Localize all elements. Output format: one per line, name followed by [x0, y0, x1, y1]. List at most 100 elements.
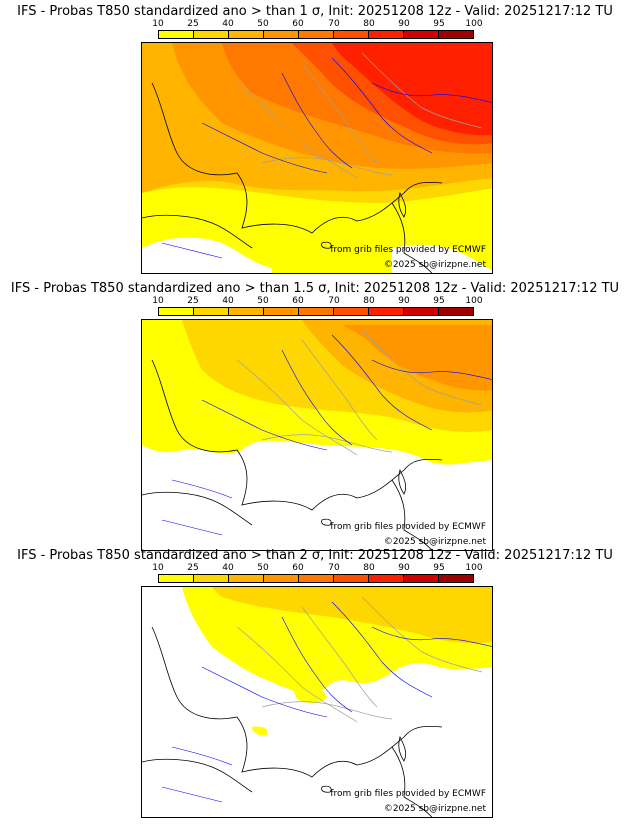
colorbar-cell [229, 575, 264, 582]
river-line [171, 746, 233, 766]
copyright-credit: ©2025 sb@irizpne.net [383, 260, 486, 270]
panel-1-5sigma: IFS - Probas T850 standardized ano > tha… [0, 281, 630, 553]
river-line [281, 72, 353, 169]
tick-label: 25 [187, 19, 199, 29]
coastline [142, 491, 253, 526]
colorbar-cell [229, 308, 264, 315]
colorbar-cell [369, 575, 404, 582]
tick-label: 25 [187, 296, 199, 306]
provider-credit: from grib files provided by ECMWF [330, 245, 486, 255]
tick-label: 60 [292, 296, 304, 306]
colorbar-cell [369, 31, 404, 38]
border-line [301, 606, 378, 708]
colorbar-cell [299, 308, 334, 315]
river-line [201, 666, 328, 718]
coastline [151, 359, 443, 511]
tick-label: 40 [222, 563, 234, 573]
colorbar-cell [264, 308, 299, 315]
tick-label: 95 [433, 296, 445, 306]
river-line [331, 57, 433, 154]
river-line [331, 601, 433, 698]
tick-label: 90 [398, 563, 410, 573]
colorbar-cell [299, 575, 334, 582]
colorbar-cell [159, 31, 194, 38]
tick-label: 50 [257, 563, 269, 573]
probability-area [292, 685, 327, 704]
tick-label: 40 [222, 296, 234, 306]
tick-label: 40 [222, 19, 234, 29]
coastline [321, 241, 332, 249]
colorbar-cell [194, 575, 229, 582]
panel-1sigma: IFS - Probas T850 standardized ano > tha… [0, 4, 630, 276]
coastline [398, 468, 407, 495]
river-line [161, 519, 223, 536]
colorbar-cell [439, 575, 473, 582]
river-line [201, 399, 328, 451]
copyright-credit: ©2025 sb@irizpne.net [383, 537, 486, 547]
probability-map: from grib files provided by ECMWF ©2025 … [141, 319, 493, 551]
border-line [361, 52, 483, 129]
colorbar [158, 307, 474, 316]
river-line [331, 334, 433, 431]
colorbar-cell [299, 31, 334, 38]
coastline [321, 785, 332, 793]
coastline [142, 758, 253, 793]
river-line [371, 82, 492, 103]
colorbar-cell [194, 308, 229, 315]
probability-area [392, 244, 492, 273]
tick-label: 90 [398, 296, 410, 306]
tick-label: 70 [328, 19, 340, 29]
border-line [301, 62, 378, 164]
colorbar-cell [404, 31, 439, 38]
tick-label: 25 [187, 563, 199, 573]
probability-area [212, 587, 492, 644]
probability-area [332, 43, 492, 136]
coastline [151, 82, 443, 234]
tick-label: 10 [152, 296, 164, 306]
colorbar-cell [264, 575, 299, 582]
colorbar-cell [439, 308, 473, 315]
tick-label: 100 [465, 563, 483, 573]
probability-area [342, 325, 492, 391]
border-line [301, 339, 378, 441]
panel-title: IFS - Probas T850 standardized ano > tha… [10, 281, 620, 296]
colorbar-cell [334, 31, 369, 38]
colorbar-cell [404, 308, 439, 315]
map-svg [142, 320, 492, 550]
river-line [161, 242, 223, 259]
panel-2sigma: IFS - Probas T850 standardized ano > tha… [0, 548, 630, 820]
colorbar-cell [264, 31, 299, 38]
tick-label: 50 [257, 19, 269, 29]
river-line [281, 616, 353, 713]
tick-label: 10 [152, 563, 164, 573]
panel-title: IFS - Probas T850 standardized ano > tha… [17, 4, 613, 19]
colorbar-ticks: 10 25 40 50 60 70 80 90 95 100 [0, 19, 630, 29]
probability-map: from grib files provided by ECMWF ©2025 … [141, 42, 493, 274]
colorbar-cell [369, 308, 404, 315]
tick-label: 95 [433, 563, 445, 573]
river-line [161, 786, 223, 803]
colorbar [158, 574, 474, 583]
river-line [201, 122, 328, 174]
tick-label: 10 [152, 19, 164, 29]
river-line [371, 626, 492, 647]
tick-label: 50 [257, 296, 269, 306]
coastline [151, 626, 443, 778]
border-line [361, 596, 483, 673]
map-svg [142, 587, 492, 817]
tick-label: 100 [465, 296, 483, 306]
border-line [236, 626, 358, 723]
tick-label: 80 [363, 19, 375, 29]
tick-label: 90 [398, 19, 410, 29]
panel-title: IFS - Probas T850 standardized ano > tha… [17, 548, 613, 563]
coastline [142, 214, 253, 249]
probability-area [252, 726, 268, 736]
probability-map: from grib files provided by ECMWF ©2025 … [141, 586, 493, 818]
colorbar-cell [159, 575, 194, 582]
tick-label: 70 [328, 563, 340, 573]
tick-label: 70 [328, 296, 340, 306]
border-line [236, 359, 358, 456]
river-line [171, 479, 233, 499]
river-line [371, 359, 492, 380]
provider-credit: from grib files provided by ECMWF [330, 522, 486, 532]
